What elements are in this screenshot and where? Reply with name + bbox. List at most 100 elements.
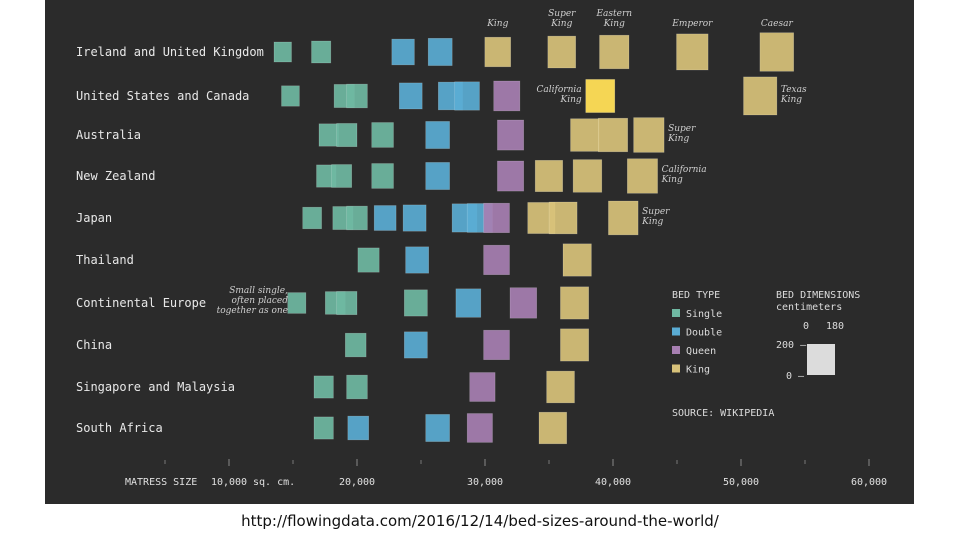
bed-mark-continental-europe-single-3 (403, 289, 428, 317)
bed-mark-china-queen-2 (483, 329, 510, 361)
bed-mark-singapore-and-malaysia-king-3 (546, 370, 575, 404)
bed-mark-united-states-and-canada-king-7 (585, 79, 616, 113)
bed-mark-japan-single-0 (302, 206, 322, 230)
bed-mark-china-double-1 (403, 331, 428, 359)
legend-dimensions-title: BED DIMENSIONS (776, 290, 860, 301)
legend-swatch-queen (672, 346, 680, 354)
bed-mark-thailand-king-3 (562, 243, 592, 277)
bed-mark-continental-europe-king-6 (560, 286, 590, 320)
bed-mark-japan-king-10 (608, 200, 639, 236)
annotation-super-king: Super King (667, 124, 696, 144)
bed-mark-ireland-and-united-kingdom-king-7 (676, 33, 709, 71)
bed-mark-china-king-3 (560, 328, 590, 362)
bed-mark-new-zealand-queen-4 (497, 160, 524, 192)
annotation-eastern-king: Eastern King (595, 9, 632, 29)
legend-swatch-single (672, 309, 680, 317)
bed-mark-united-states-and-canada-king-8 (743, 76, 778, 116)
annotation-california-king: California King (661, 165, 707, 185)
row-label-australia: Australia (76, 128, 141, 142)
bed-mark-japan-double-3 (373, 205, 397, 231)
legend-swatch-king (672, 364, 680, 373)
annotation-super-king: Super King (548, 9, 576, 29)
bed-mark-singapore-and-malaysia-single-1 (346, 374, 368, 400)
legend-dim-y-200: 200 – (776, 340, 807, 351)
legend-swatch-double (672, 327, 680, 336)
annotation-emperor: Emperor (671, 19, 713, 29)
bed-mark-new-zealand-king-6 (572, 159, 603, 193)
bed-mark-australia-king-5 (570, 118, 600, 152)
bed-mark-thailand-double-1 (405, 246, 430, 274)
bed-mark-japan-single-2 (346, 205, 368, 231)
legend-dimensions-unit: centimeters (776, 302, 842, 313)
bed-mark-japan-king-9 (548, 201, 578, 235)
x-tick-label-0: 10,000 (211, 477, 247, 488)
bed-mark-singapore-and-malaysia-single-0 (313, 375, 334, 399)
bed-mark-south-africa-single-0 (313, 416, 334, 440)
bed-mark-ireland-and-united-kingdom-king-5 (547, 35, 576, 69)
row-label-continental-europe: Continental Europe (76, 296, 206, 310)
legend-dimension-sample (807, 344, 835, 375)
annotation-super-king: Super King (641, 207, 670, 227)
x-tick-label-3: 40,000 (595, 477, 631, 488)
bed-mark-ireland-and-united-kingdom-king-6 (599, 34, 630, 70)
bed-mark-united-states-and-canada-single-2 (346, 83, 368, 109)
annotation-texas-king: Texas King (780, 85, 807, 105)
bed-mark-continental-europe-queen-5 (509, 287, 538, 319)
row-label-ireland-and-united-kingdom: Ireland and United Kingdom (76, 45, 264, 59)
bed-mark-new-zealand-double-3 (425, 162, 450, 190)
legend-dim-y-zero: 0 – (786, 371, 805, 382)
bed-mark-australia-king-7 (633, 117, 665, 153)
bed-mark-south-africa-double-1 (347, 415, 369, 441)
bed-mark-australia-single-0 (318, 123, 339, 147)
bed-mark-new-zealand-single-2 (371, 163, 394, 189)
row-label-singapore-and-malaysia: Singapore and Malaysia (76, 380, 235, 394)
bed-mark-south-africa-king-4 (538, 411, 568, 445)
row-label-new-zealand: New Zealand (76, 169, 155, 183)
x-axis-unit: sq. cm. (253, 477, 295, 488)
legend-label-single: Single (686, 309, 722, 320)
bed-mark-new-zealand-king-7 (626, 158, 658, 194)
bed-mark-japan-queen-7 (483, 202, 510, 233)
bed-mark-south-africa-double-2 (425, 414, 450, 442)
bed-mark-continental-europe-single-2 (336, 291, 358, 315)
legend-bed-type-title: BED TYPE (672, 290, 720, 301)
bed-mark-ireland-and-united-kingdom-king-8 (759, 32, 795, 72)
bed-mark-south-africa-queen-3 (466, 413, 493, 443)
row-label-thailand: Thailand (76, 253, 134, 267)
bed-mark-singapore-and-malaysia-queen-2 (469, 372, 496, 402)
bed-mark-new-zealand-king-5 (534, 160, 564, 193)
bed-mark-japan-double-4 (402, 204, 427, 232)
legend-dim-x-zero: 0 (803, 321, 809, 332)
bed-mark-united-states-and-canada-single-0 (281, 85, 300, 107)
legend-label-king: King (686, 365, 710, 376)
bed-mark-australia-double-3 (425, 121, 450, 149)
bed-mark-united-states-and-canada-double-5 (454, 81, 480, 111)
bed-mark-united-states-and-canada-double-3 (398, 82, 423, 110)
bed-mark-ireland-and-united-kingdom-double-3 (427, 37, 453, 66)
bed-mark-ireland-and-united-kingdom-double-2 (391, 38, 415, 66)
bed-mark-australia-king-6 (597, 117, 628, 153)
bed-mark-united-states-and-canada-queen-6 (493, 80, 521, 112)
x-axis-label: MATRESS SIZE (125, 477, 197, 488)
annotation-small-single-often-placed-together-as-one: Small single, often placed together as one (217, 286, 289, 316)
source-url: http://flowingdata.com/2016/12/14/bed-si… (241, 512, 719, 530)
annotation-california-king: California King (537, 85, 582, 105)
x-tick-label-4: 50,000 (723, 477, 759, 488)
bed-mark-new-zealand-single-1 (331, 164, 353, 188)
bed-mark-australia-single-1 (336, 123, 358, 148)
bed-mark-thailand-single-0 (357, 247, 380, 273)
bed-mark-ireland-and-united-kingdom-king-4 (484, 36, 511, 68)
legend-label-queen: Queen (686, 346, 716, 357)
bed-mark-australia-queen-4 (497, 119, 524, 151)
x-tick-label-2: 30,000 (467, 477, 503, 488)
bed-mark-china-single-0 (344, 332, 367, 358)
bed-mark-continental-europe-single-0 (287, 292, 307, 314)
x-tick-label-5: 60,000 (851, 477, 887, 488)
bed-mark-continental-europe-double-4 (455, 288, 482, 318)
row-label-china: China (76, 338, 112, 352)
row-label-south-africa: South Africa (76, 421, 163, 435)
row-label-japan: Japan (76, 211, 112, 225)
annotation-king: King (486, 19, 508, 29)
bed-mark-thailand-queen-2 (483, 244, 510, 275)
